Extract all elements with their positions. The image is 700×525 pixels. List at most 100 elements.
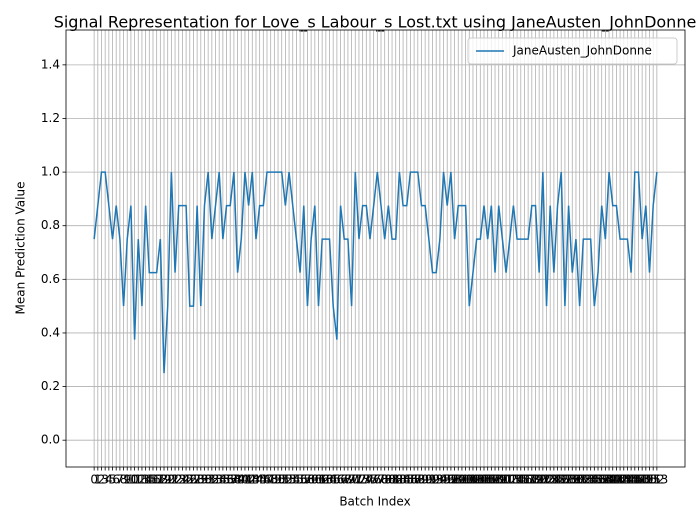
x-tick-label: 102 xyxy=(458,473,481,487)
x-tick-label: 72 xyxy=(351,473,366,487)
y-tick-label: 1.2 xyxy=(41,111,60,125)
x-tick-label: 124 xyxy=(539,473,562,487)
x-tick-label: 57 xyxy=(296,473,311,487)
x-tick-label: 54 xyxy=(285,473,300,487)
x-tick-label: 12 xyxy=(131,473,146,487)
x-tick-label: 130 xyxy=(561,473,584,487)
x-tick-label: 134 xyxy=(576,473,599,487)
x-tick-label: 34 xyxy=(212,473,227,487)
x-tick-label: 75 xyxy=(362,473,377,487)
x-tick-label: 37 xyxy=(223,473,238,487)
x-tick-label: 147 xyxy=(623,473,646,487)
x-tick-label: 136 xyxy=(583,473,606,487)
x-tick-label: 133 xyxy=(572,473,595,487)
x-tick-label: 11 xyxy=(127,473,142,487)
x-tick-label: 9 xyxy=(123,473,131,487)
y-tick-label: 0.0 xyxy=(41,433,60,447)
x-tick-label: 38 xyxy=(226,473,241,487)
x-axis-label: Batch Index xyxy=(339,495,410,509)
x-tick-label: 74 xyxy=(359,473,374,487)
x-tick-label: 146 xyxy=(620,473,643,487)
x-tick-label: 29 xyxy=(193,473,208,487)
legend-label: JaneAusten_JohnDonne xyxy=(512,44,652,58)
x-tick-label: 92 xyxy=(425,473,440,487)
x-tick-label: 51 xyxy=(274,473,289,487)
x-tick-label: 116 xyxy=(509,473,532,487)
x-tick-label: 101 xyxy=(454,473,477,487)
x-tick-label: 131 xyxy=(564,473,587,487)
x-tick-label: 28 xyxy=(189,473,204,487)
x-tick-label: 41 xyxy=(237,473,252,487)
x-tick-label: 18 xyxy=(153,473,168,487)
x-tick-label: 121 xyxy=(528,473,551,487)
x-tick-label: 27 xyxy=(186,473,201,487)
x-tick-label: 61 xyxy=(311,473,326,487)
x-tick-label: 48 xyxy=(263,473,278,487)
x-tick-label: 137 xyxy=(587,473,610,487)
x-tick-label: 113 xyxy=(498,473,521,487)
x-tick-label: 52 xyxy=(278,473,293,487)
line-series xyxy=(93,171,658,374)
x-tick-label: 65 xyxy=(326,473,341,487)
x-tick-label: 13 xyxy=(134,473,149,487)
x-tick-label: 15 xyxy=(142,473,157,487)
x-tick-label: 114 xyxy=(502,473,525,487)
x-tick-label: 141 xyxy=(601,473,624,487)
x-tick-label: 98 xyxy=(447,473,462,487)
x-tick-label: 0 xyxy=(90,473,98,487)
x-tick-label: 153 xyxy=(645,473,668,487)
x-tick-label: 47 xyxy=(259,473,274,487)
x-tick-label: 140 xyxy=(598,473,621,487)
x-tick-label: 71 xyxy=(348,473,363,487)
x-tick-label: 49 xyxy=(267,473,282,487)
x-tick-label: 143 xyxy=(609,473,632,487)
x-tick-label: 100 xyxy=(450,473,473,487)
x-tick-label: 16 xyxy=(145,473,160,487)
x-tick-label: 150 xyxy=(634,473,657,487)
x-tick-label: 151 xyxy=(638,473,661,487)
x-tick-label: 88 xyxy=(410,473,425,487)
x-tick-label: 132 xyxy=(568,473,591,487)
x-tick-label: 91 xyxy=(421,473,436,487)
x-tick-label: 14 xyxy=(138,473,153,487)
x-tick-label: 108 xyxy=(480,473,503,487)
y-tick-label: 0.2 xyxy=(41,379,60,393)
x-tick-label: 55 xyxy=(289,473,304,487)
x-tick-label: 86 xyxy=(403,473,418,487)
x-tick-label: 93 xyxy=(429,473,444,487)
x-tick-label: 43 xyxy=(245,473,260,487)
x-tick-label: 85 xyxy=(399,473,414,487)
x-tick-label: 17 xyxy=(149,473,164,487)
x-tick-label: 58 xyxy=(300,473,315,487)
x-tick-label: 39 xyxy=(230,473,245,487)
x-tick-label: 23 xyxy=(171,473,186,487)
x-tick-label: 81 xyxy=(384,473,399,487)
x-tick-label: 106 xyxy=(473,473,496,487)
x-tick-label: 105 xyxy=(469,473,492,487)
x-tick-label: 89 xyxy=(414,473,429,487)
x-tick-label: 42 xyxy=(241,473,256,487)
x-tick-label: 24 xyxy=(175,473,190,487)
x-tick-label: 25 xyxy=(178,473,193,487)
x-tick-label: 127 xyxy=(550,473,573,487)
x-tick-label: 45 xyxy=(252,473,267,487)
x-tick-label: 123 xyxy=(535,473,558,487)
y-tick-label: 1.4 xyxy=(41,57,60,71)
x-tick-label: 78 xyxy=(373,473,388,487)
x-tick-label: 70 xyxy=(344,473,359,487)
x-tick-label: 96 xyxy=(440,473,455,487)
x-tick-label: 95 xyxy=(436,473,451,487)
x-tick-label: 35 xyxy=(215,473,230,487)
x-tick-label: 90 xyxy=(418,473,433,487)
x-tick-label: 77 xyxy=(370,473,385,487)
x-tick-label: 46 xyxy=(256,473,271,487)
x-tick-label: 139 xyxy=(594,473,617,487)
x-tick-label: 59 xyxy=(303,473,318,487)
x-tick-label: 60 xyxy=(307,473,322,487)
x-tick-label: 112 xyxy=(495,473,518,487)
x-tick-label: 104 xyxy=(465,473,488,487)
x-tick-label: 97 xyxy=(443,473,458,487)
x-tick-label: 69 xyxy=(340,473,355,487)
x-tick-label: 30 xyxy=(197,473,212,487)
x-tick-label: 53 xyxy=(281,473,296,487)
